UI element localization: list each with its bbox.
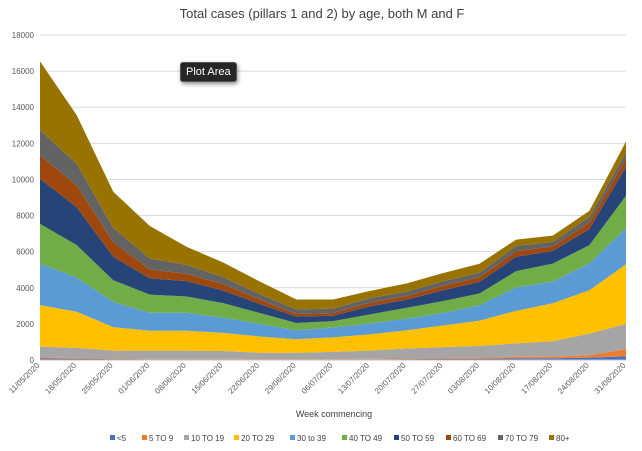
y-axis: 0 2000 4000 6000 8000 10000 12000 14000 16000 180… <box>12 31 35 365</box>
y-tick-label: 18000 <box>12 31 35 40</box>
legend-swatch <box>234 435 239 440</box>
y-tick-label: 6000 <box>16 248 34 257</box>
area-series-2[interactable] <box>40 323 626 360</box>
legend-label: 70 TO 79 <box>505 434 539 443</box>
legend-label: 20 TO 29 <box>241 434 275 443</box>
x-tick-label: 25/05/2020 <box>80 361 115 396</box>
legend: <5 5 TO 9 10 TO 19 20 TO 29 30 to 39 40 TO 49… <box>110 434 570 443</box>
x-axis: 11/05/2020 18/05/2020 25/05/2020 01/06/2020… <box>7 359 628 396</box>
x-tick-label: 17/08/2020 <box>519 361 554 396</box>
x-tick-label: 01/06/2020 <box>117 361 152 396</box>
x-tick-label: 13/07/2020 <box>336 361 371 396</box>
legend-label: <5 <box>117 434 127 443</box>
x-tick-label: 18/05/2020 <box>43 361 78 396</box>
legend-swatch <box>184 435 189 440</box>
y-tick-label: 10000 <box>12 175 35 184</box>
x-tick-label: 29/06/2020 <box>263 361 298 396</box>
area-series-3[interactable] <box>40 264 626 353</box>
y-tick-label: 12000 <box>12 139 35 148</box>
x-tick-label: 08/06/2020 <box>153 361 188 396</box>
area-series-7[interactable] <box>40 155 626 317</box>
x-axis-title: Week commencing <box>296 409 372 419</box>
legend-label: 40 TO 49 <box>349 434 383 443</box>
legend-swatch <box>142 435 147 440</box>
legend-label: 50 TO 59 <box>401 434 435 443</box>
x-tick-label: 20/07/2020 <box>373 361 408 396</box>
legend-label: 10 TO 19 <box>191 434 225 443</box>
legend-label: 80+ <box>556 434 570 443</box>
plot-area-tooltip: Plot Area <box>180 62 237 82</box>
x-tick-label: 24/08/2020 <box>556 361 591 396</box>
legend-swatch <box>498 435 503 440</box>
y-tick-label: 2000 <box>16 320 34 329</box>
x-tick-label: 15/06/2020 <box>190 361 225 396</box>
x-tick-label: 06/07/2020 <box>300 361 335 396</box>
x-tick-label: 22/06/2020 <box>226 361 261 396</box>
legend-label: 5 TO 9 <box>149 434 174 443</box>
x-tick-label: 03/08/2020 <box>446 361 481 396</box>
area-series-0[interactable] <box>40 356 626 360</box>
y-tick-label: 4000 <box>16 284 34 293</box>
x-tick-label: 31/08/2020 <box>593 361 628 396</box>
x-tick-label: 27/07/2020 <box>410 361 445 396</box>
plot-area[interactable] <box>40 61 626 360</box>
x-tick-label: 11/05/2020 <box>7 361 42 396</box>
chart-title: Total cases (pillars 1 and 2) by age, bo… <box>180 6 465 21</box>
y-tick-label: 0 <box>30 356 35 365</box>
legend-swatch <box>290 435 295 440</box>
area-series-5[interactable] <box>40 195 626 331</box>
area-series-1[interactable] <box>40 349 626 360</box>
legend-swatch <box>394 435 399 440</box>
legend-swatch <box>342 435 347 440</box>
y-tick-label: 14000 <box>12 103 35 112</box>
legend-label: 60 TO 69 <box>453 434 487 443</box>
area-series-4[interactable] <box>40 228 626 340</box>
area-series-8[interactable] <box>40 129 626 314</box>
area-series-9[interactable] <box>40 61 626 310</box>
area-series-6[interactable] <box>40 166 626 323</box>
x-tick-label: 10/08/2020 <box>483 361 518 396</box>
legend-label: 30 to 39 <box>297 434 326 443</box>
y-tick-label: 16000 <box>12 67 35 76</box>
legend-swatch <box>110 435 115 440</box>
y-tick-label: 8000 <box>16 212 34 221</box>
legend-swatch <box>549 435 554 440</box>
legend-swatch <box>446 435 451 440</box>
